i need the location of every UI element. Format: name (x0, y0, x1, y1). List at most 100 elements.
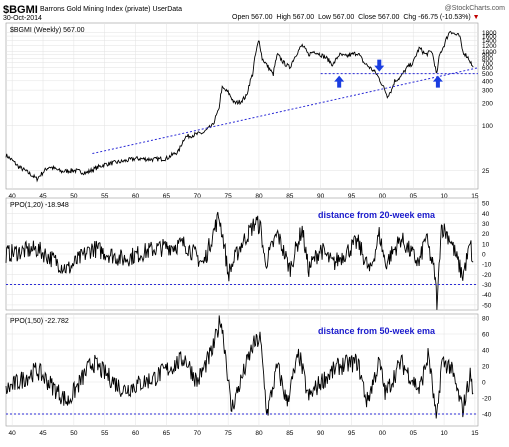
panel-frame (5, 22, 479, 190)
x-tick-label: 50 (70, 193, 78, 200)
y-tick-label: 20 (482, 231, 490, 238)
site-credit: @StockCharts.com (444, 5, 505, 12)
y-tick-label: 25 (482, 168, 490, 175)
series-line (5, 211, 474, 310)
x-tick-label: 55 (101, 193, 109, 200)
x-tick-label: 90 (317, 430, 325, 437)
y-tick-label: 40 (482, 211, 490, 218)
panel-title: PPO(1,50) -22.782 (10, 318, 69, 325)
arrow-up-icon (432, 75, 443, 88)
y-tick-label: -20 (482, 272, 492, 279)
ppo50-panel: 80 60 40 20 0 -20 -40 40 45 50 55 60 65 70 75 80 85 90 95 0… (5, 313, 492, 437)
y-tick-label: 10 (482, 241, 490, 248)
chart-header: $BGMI Barrons Gold Mining Index (private… (0, 0, 509, 22)
panel-frame (5, 313, 479, 427)
panel-annotation: distance from 20-week ema (318, 210, 436, 220)
y-tick-label: -20 (482, 396, 492, 403)
price-panel: 2510020030040050060070080090010001200140… (5, 22, 497, 200)
y-tick-label: 200 (482, 101, 493, 108)
x-tick-label: 00 (379, 193, 387, 200)
x-tick-label: 80 (255, 430, 263, 437)
y-tick-label: 60 (482, 332, 490, 339)
trendline (92, 67, 479, 155)
y-tick-label: 1800 (482, 30, 497, 37)
y-tick-label: 900 (482, 52, 493, 59)
y-tick-label: -40 (482, 412, 492, 419)
y-tick-label: 600 (482, 65, 493, 72)
x-tick-label: 55 (101, 430, 109, 437)
panel-title: PPO(1,20) -18.948 (10, 202, 69, 209)
x-tick-label: 80 (255, 193, 263, 200)
x-tick-label: 60 (132, 193, 140, 200)
y-tick-label: 1400 (482, 38, 497, 45)
open-value: 567.00 (251, 14, 273, 21)
panel-title: $BGMI (Weekly) 567.00 (10, 27, 85, 34)
ppo20-panel: 50 40 30 20 10 0 -10 -20 -30 -40 -50 PPO(1,20) -18.… (5, 197, 492, 311)
y-tick-label: 50 (482, 201, 490, 208)
x-tick-label: 70 (194, 430, 202, 437)
x-tick-label: 45 (39, 430, 47, 437)
arrow-up-icon (334, 75, 345, 88)
chg-label: Chg (403, 14, 417, 21)
y-tick-label: 500 (482, 71, 493, 78)
y-tick-label: 80 (482, 316, 490, 323)
quote-bar: Open 567.00 High 567.00 Low 567.00 Close… (232, 14, 480, 21)
y-tick-label: -50 (482, 302, 492, 309)
x-tick-label: 05 (410, 430, 418, 437)
x-tick-label: 10 (440, 430, 448, 437)
x-tick-label: 00 (379, 430, 387, 437)
y-tick-label: 300 (482, 88, 493, 95)
x-tick-label: 45 (39, 193, 47, 200)
y-tick-label: 1000 (482, 49, 497, 56)
y-tick-label: -10 (482, 262, 492, 269)
x-tick-label: 40 (9, 193, 17, 200)
y-tick-label: 400 (482, 78, 493, 85)
x-tick-label: 85 (286, 193, 294, 200)
high-value: 567.00 (292, 14, 315, 21)
y-tick-label: 100 (482, 123, 493, 130)
x-tick-label: 70 (194, 193, 202, 200)
down-triangle-icon: ▼ (472, 14, 480, 21)
index-description: Barrons Gold Mining Index (private) User… (40, 6, 183, 13)
x-tick-label: 90 (317, 193, 325, 200)
series-line (5, 315, 474, 419)
x-tick-label: 75 (225, 193, 233, 200)
low-label: Low (318, 14, 331, 21)
x-tick-label: 60 (132, 430, 140, 437)
x-tick-label: 65 (163, 430, 171, 437)
series-line (5, 30, 474, 183)
x-tick-label: 05 (410, 193, 418, 200)
y-tick-label: 0 (482, 252, 486, 259)
x-tick-label: 75 (225, 430, 233, 437)
y-tick-label: 30 (482, 221, 490, 228)
x-tick-label: 50 (70, 430, 78, 437)
x-tick-label: 40 (9, 430, 17, 437)
y-tick-label: 800 (482, 56, 493, 63)
high-label: High (276, 14, 291, 21)
y-tick-label: -40 (482, 292, 492, 299)
x-tick-label: 65 (163, 193, 171, 200)
y-tick-label: 700 (482, 60, 493, 67)
x-tick-label: 85 (286, 430, 294, 437)
x-tick-label: 10 (440, 193, 448, 200)
x-tick-label: 95 (348, 430, 356, 437)
close-label: Close (358, 14, 377, 21)
date-label: 30-Oct-2014 (3, 15, 42, 22)
x-tick-label: 95 (348, 193, 356, 200)
y-tick-label: -30 (482, 282, 492, 289)
chg-value: -66.75 (-10.53%) (418, 14, 471, 21)
panel-annotation: distance from 50-week ema (318, 326, 436, 336)
y-tick-label: 1200 (482, 43, 497, 50)
x-tick-label: 15 (471, 193, 479, 200)
low-value: 567.00 (332, 14, 355, 21)
y-tick-label: 20 (482, 364, 490, 371)
y-tick-label: 1600 (482, 34, 497, 41)
symbol-label: $BGMI (3, 4, 38, 16)
arrow-down-icon (374, 59, 385, 72)
close-value: 567.00 (378, 14, 400, 21)
x-tick-label: 15 (471, 430, 479, 437)
y-tick-label: 40 (482, 348, 490, 355)
y-tick-label: 0 (482, 380, 486, 387)
open-label: Open (232, 14, 250, 21)
